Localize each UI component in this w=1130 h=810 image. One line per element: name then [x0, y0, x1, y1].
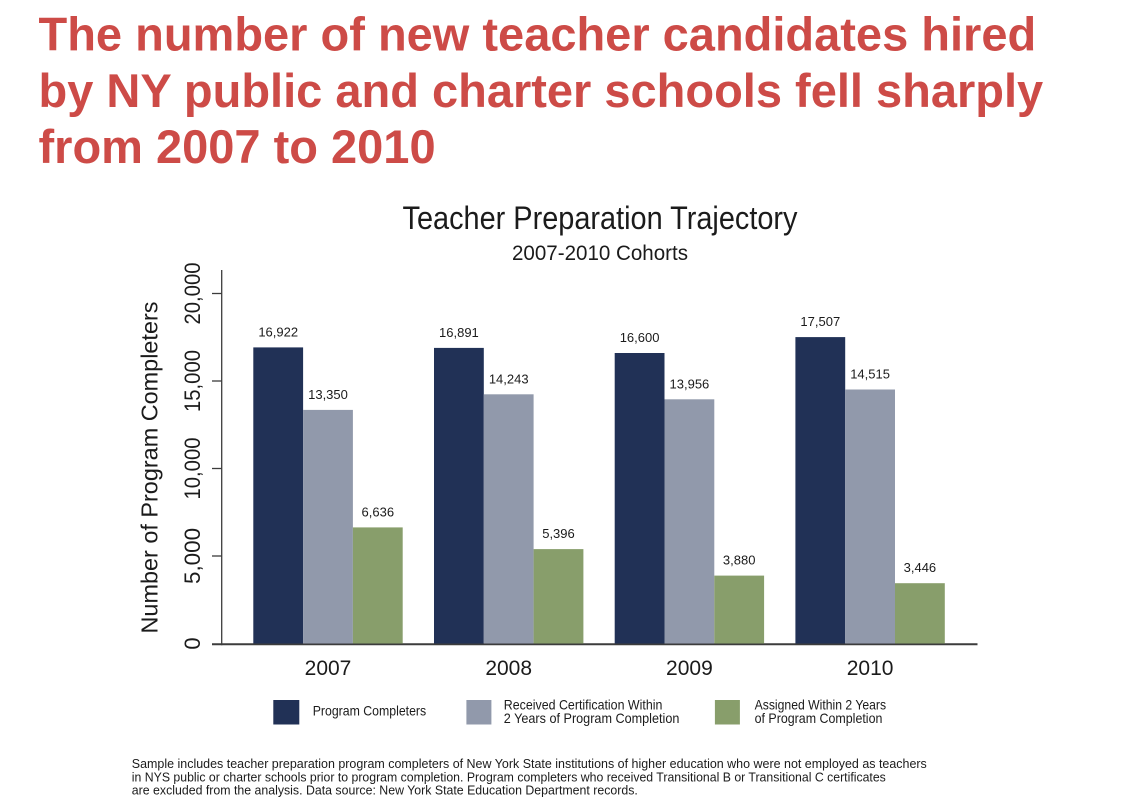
svg-text:2008: 2008 — [485, 657, 532, 680]
svg-text:17,507: 17,507 — [800, 314, 840, 329]
svg-text:5,000: 5,000 — [180, 528, 205, 584]
svg-text:Received Certification Within: Received Certification Within — [504, 696, 663, 712]
svg-text:The number of new teacher cand: The number of new teacher candidates hir… — [39, 7, 1037, 60]
svg-text:2007: 2007 — [305, 657, 352, 680]
svg-text:Sample includes teacher prepar: Sample includes teacher preparation prog… — [132, 756, 927, 771]
svg-text:by NY public and charter schoo: by NY public and charter schools fell sh… — [39, 64, 1044, 117]
svg-text:Program Completers: Program Completers — [313, 702, 427, 718]
svg-text:20,000: 20,000 — [180, 263, 205, 325]
svg-text:Teacher Preparation Trajectory: Teacher Preparation Trajectory — [403, 200, 798, 236]
svg-text:3,880: 3,880 — [723, 553, 756, 568]
svg-text:from 2007 to 2010: from 2007 to 2010 — [39, 120, 436, 173]
svg-text:3,446: 3,446 — [904, 560, 937, 575]
svg-text:2007-2010 Cohorts: 2007-2010 Cohorts — [512, 242, 688, 265]
svg-text:6,636: 6,636 — [362, 504, 395, 519]
svg-text:0: 0 — [180, 637, 205, 649]
svg-text:10,000: 10,000 — [180, 438, 205, 500]
svg-text:2 Years of Program Completion: 2 Years of Program Completion — [504, 710, 680, 726]
svg-text:of Program Completion: of Program Completion — [755, 710, 883, 726]
svg-text:are excluded from the analysis: are excluded from the analysis. Data sou… — [132, 783, 638, 798]
svg-text:5,396: 5,396 — [542, 526, 575, 541]
svg-text:13,956: 13,956 — [670, 376, 710, 391]
svg-text:13,350: 13,350 — [308, 387, 348, 402]
svg-text:16,922: 16,922 — [258, 324, 298, 339]
svg-text:16,600: 16,600 — [620, 330, 660, 345]
svg-text:16,891: 16,891 — [439, 325, 479, 340]
svg-text:2009: 2009 — [666, 657, 713, 680]
svg-text:14,515: 14,515 — [850, 367, 890, 382]
svg-text:15,000: 15,000 — [180, 350, 205, 412]
svg-text:2010: 2010 — [847, 657, 894, 680]
svg-text:Assigned Within 2 Years: Assigned Within 2 Years — [755, 696, 887, 712]
svg-text:14,243: 14,243 — [489, 371, 529, 386]
svg-text:in NYS public or charter schoo: in NYS public or charter schools prior t… — [132, 770, 886, 785]
svg-text:Number of Program Completers: Number of Program Completers — [137, 302, 163, 634]
